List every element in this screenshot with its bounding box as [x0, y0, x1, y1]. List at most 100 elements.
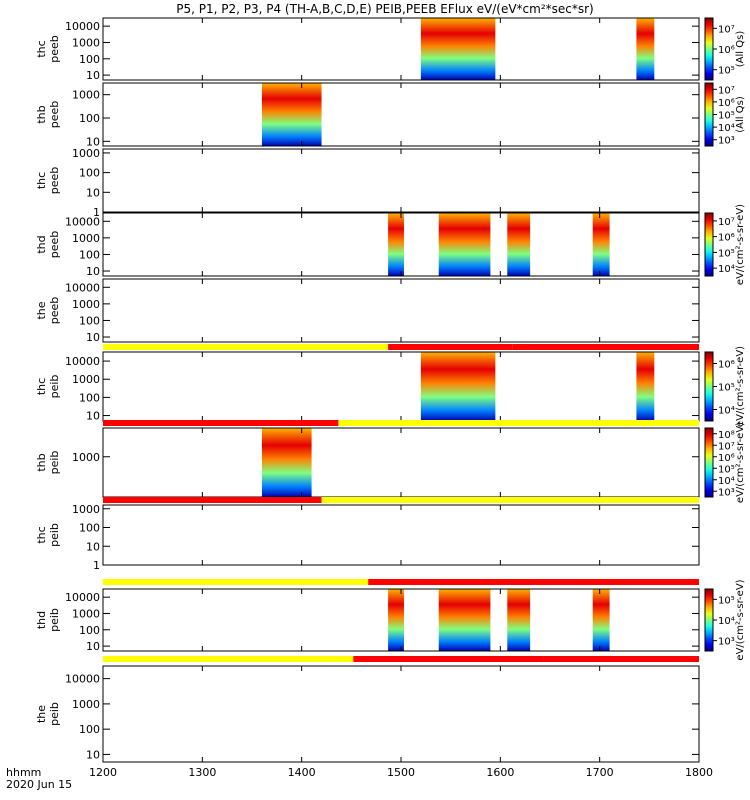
panel-label-probe: thb [35, 105, 48, 123]
colorbar-title: eV/(cm²-s-sr-eV) [735, 204, 746, 285]
ytick-label: 1000 [72, 232, 100, 245]
colorbar-tick-label: 10⁷ [718, 441, 735, 452]
ytick-label: 10 [86, 186, 100, 199]
figure-title: P5, P1, P2, P3, P4 (TH-A,B,C,D,E) PEIB,P… [176, 2, 593, 16]
ytick-label: 10 [86, 331, 100, 344]
ytick-label: 10000 [65, 281, 100, 294]
mode-bar [103, 656, 699, 662]
panel-frame [102, 278, 700, 343]
ytick-label: 100 [79, 522, 100, 535]
mode-bar [103, 344, 699, 350]
data-block [507, 213, 531, 276]
colorbar-tick-label: 10³ [718, 487, 735, 498]
ytick-label: 1000 [72, 373, 100, 386]
colorbar-tick-label: 10⁵ [718, 248, 735, 259]
panel-label-product: peib [48, 523, 61, 547]
panel-label-probe: thd [35, 611, 48, 629]
data-block [636, 18, 655, 80]
ytick-label: 100 [79, 723, 100, 736]
ytick-label: 1000 [72, 36, 100, 49]
ytick-label: 10000 [65, 591, 100, 604]
panel-label-probe: thc [35, 526, 48, 543]
ytick-label: 100 [79, 314, 100, 327]
data-block [388, 589, 404, 651]
mode-bar-segment [103, 579, 369, 585]
panel-label-probe: thc [35, 378, 48, 395]
ytick-label: 100 [79, 248, 100, 261]
panel-thc-peeb-2: 1 10 100 1000 thc peeb [35, 147, 700, 219]
ytick-label: 10000 [65, 355, 100, 368]
data-block [261, 428, 312, 497]
time-axis: 1200 1300 1400 1500 1600 1700 1800 [89, 766, 713, 779]
data-block [420, 18, 496, 80]
data-block [420, 352, 496, 421]
xtick-label: 1400 [288, 766, 316, 779]
data-block [261, 83, 322, 146]
xtick-label: 1700 [586, 766, 614, 779]
ytick-label: 1000 [72, 298, 100, 311]
panel-label-probe: the [35, 301, 48, 319]
data-block [592, 213, 610, 276]
colorbar-tick-label: 10⁴ [718, 264, 735, 275]
panel-label-probe: thd [35, 235, 48, 253]
panel-label-probe: thb [35, 453, 48, 471]
colorbar-tick-label: 10⁵ [718, 464, 735, 475]
data-block [592, 589, 610, 651]
panel-thd-peib: 10 100 1000 10000 thd peib 10³ 10⁴ 10⁵ eV/(cm²-s-… [35, 579, 746, 660]
time-label-line2: 2020 Jun 15 [6, 778, 72, 791]
ytick-label: 10 [86, 265, 100, 278]
ytick-label: 10000 [65, 20, 100, 33]
colorbar-title: eV/(cm²-s-sr-eV) [735, 346, 746, 427]
panel-label-product: peib [48, 451, 61, 475]
panel-frame [102, 427, 700, 498]
ytick-label: 10 [86, 748, 100, 761]
data-block [438, 213, 491, 276]
panel-label-product: peib [48, 702, 61, 726]
ytick-label: 1000 [72, 147, 100, 160]
mode-bar-segment [338, 420, 699, 426]
colorbar-tick-label: 10⁴ [718, 123, 735, 134]
colorbar-tick-label: 10⁷ [718, 217, 735, 228]
colorbar-tick-label: 10⁸ [718, 430, 735, 441]
panel-label-probe: the [35, 705, 48, 723]
data-block [507, 589, 531, 651]
colorbar [704, 212, 714, 277]
mode-bar-segment [103, 420, 339, 426]
xtick-label: 1500 [387, 766, 415, 779]
colorbar-tick-label: 10⁴ [718, 616, 735, 627]
time-label-line1: hhmm [6, 766, 41, 779]
mode-bar-segment [512, 344, 699, 350]
ytick-label: 10 [86, 410, 100, 423]
ytick-label: 10000 [65, 673, 100, 686]
colorbar-tick-label: 10⁶ [718, 233, 735, 244]
colorbar-tick-label: 10⁴ [718, 476, 735, 487]
ytick-label: 1000 [72, 698, 100, 711]
colorbar-tick-label: 10⁵ [718, 111, 735, 122]
ytick-label: 100 [79, 391, 100, 404]
panel-frame [102, 665, 700, 763]
mode-bar-segment [368, 579, 699, 585]
panel-the-peib: 10 100 1000 10000 the peib [35, 665, 700, 763]
colorbar-title: eV/(cm²-s-sr-eV) [735, 579, 746, 660]
ytick-label: 1000 [72, 451, 100, 464]
ytick-label: 1000 [72, 89, 100, 102]
ytick-label: 1 [93, 559, 100, 572]
panel-label-product: peeb [48, 101, 61, 129]
ytick-label: 100 [79, 112, 100, 125]
colorbar-tick-label: 10⁷ [718, 24, 735, 35]
colorbar-tick-label: 10⁵ [718, 595, 735, 606]
mode-bar-segment [103, 344, 389, 350]
panel-label-product: peeb [48, 167, 61, 195]
mode-bar-segment [353, 656, 544, 662]
panel-thc-peeb: 10 100 1000 10000 thc peeb 10⁵ 10⁶ 10⁷(All Qs) [35, 17, 746, 82]
mode-bar-segment [103, 656, 354, 662]
panel-label-product: peeb [48, 35, 61, 63]
data-block [636, 352, 655, 421]
panel-thc-peib: 10 100 1000 10000 thc peib 10⁴ 10⁵ 10⁶ eV/(cm²-s-… [35, 346, 746, 427]
colorbar [704, 588, 714, 652]
ytick-label: 1 [93, 206, 100, 219]
panel-thd-peeb: 10 100 1000 10000 thd peeb 10⁴ 10⁵ 10⁶ 10⁷ eV/(cm²… [35, 204, 746, 285]
colorbar-tick-label: 10⁶ [718, 98, 735, 109]
